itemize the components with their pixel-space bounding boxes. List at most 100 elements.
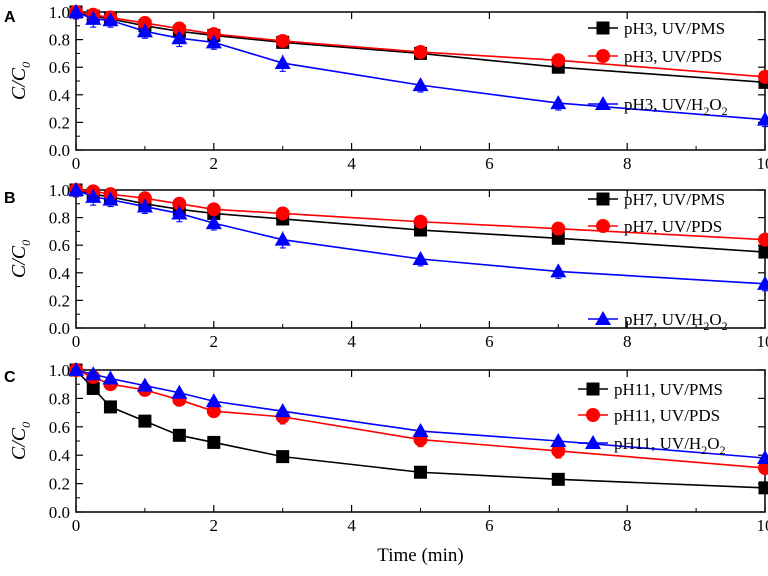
data-point [206, 404, 221, 419]
series-circle [69, 5, 768, 84]
y-tick-label: 0.0 [49, 141, 70, 160]
x-tick-label: 6 [485, 332, 494, 351]
x-tick-label: 6 [485, 516, 494, 535]
legend-label-main: pH3, UV/PMS [624, 19, 725, 38]
y-axis-label-sub: 0 [19, 240, 33, 246]
legend-label-main: pH3, UV/H [624, 95, 703, 114]
data-point [551, 221, 566, 236]
legend-label: pH3, UV/PMS [624, 19, 725, 38]
y-tick-label: 0.2 [49, 291, 70, 310]
legend-label: pH7, UV/PMS [624, 190, 725, 209]
y-tick-label: 1.0 [49, 361, 70, 380]
data-point [550, 263, 567, 278]
data-point [68, 4, 84, 18]
y-axis-label-main: C/C [8, 427, 30, 460]
data-point [551, 231, 565, 245]
x-tick-label: 0 [72, 516, 81, 535]
legend-label: pH3, UV/PDS [624, 47, 722, 66]
data-point [171, 384, 188, 399]
y-tick-label: 0.8 [49, 31, 70, 50]
data-point [85, 366, 102, 381]
data-point [205, 393, 222, 408]
legend-label: pH11, UV/H2O2 [614, 434, 725, 457]
series-line [75, 11, 766, 84]
panel-label: A [4, 9, 16, 26]
legend-label-mid: O [707, 434, 719, 453]
y-axis-label-main: C/C [8, 67, 30, 100]
legend-marker [596, 49, 610, 63]
legend-marker [596, 219, 610, 233]
legend-label-sub: 2 [701, 443, 707, 457]
data-point [274, 55, 291, 70]
data-point [172, 21, 187, 36]
legend-label-sub: 2 [703, 319, 709, 333]
legend-label-main: pH7, UV/PDS [624, 217, 722, 236]
legend-label-mid: O [709, 95, 721, 114]
data-point [102, 12, 119, 27]
data-point [551, 472, 565, 486]
data-point [86, 381, 100, 395]
legend-label-main: pH3, UV/PDS [624, 47, 722, 66]
data-point [68, 362, 84, 376]
panel-label: B [4, 190, 16, 207]
series-line [75, 11, 766, 78]
x-tick-label: 0 [72, 332, 81, 351]
x-tick-label: 4 [347, 154, 356, 173]
legend-label: pH11, UV/PDS [614, 406, 720, 425]
data-point [207, 435, 221, 449]
series-triangle [68, 4, 768, 128]
y-tick-label: 0.4 [49, 264, 71, 283]
data-point [85, 188, 102, 203]
data-point [68, 182, 84, 196]
series-line [75, 189, 766, 285]
data-point [205, 34, 222, 49]
x-tick-label: 8 [623, 332, 632, 351]
y-tick-label: 0.8 [49, 209, 70, 228]
data-point [138, 414, 152, 428]
data-point [412, 77, 429, 92]
data-point [276, 450, 290, 464]
legend-marker [586, 408, 600, 422]
data-point [102, 370, 119, 385]
x-tick-label: 2 [210, 154, 219, 173]
data-point [206, 27, 221, 42]
legend-label-sub: 2 [719, 443, 725, 457]
data-point [550, 95, 567, 110]
panel-label: C [4, 369, 16, 386]
data-point [412, 423, 429, 438]
legend-marker [595, 96, 611, 110]
legend-label-main: pH11, UV/H [614, 434, 701, 453]
data-point [137, 191, 152, 206]
legend-label-main: pH11, UV/PMS [614, 380, 723, 399]
data-point [551, 53, 566, 68]
data-point [757, 111, 768, 126]
y-tick-label: 1.0 [49, 3, 70, 22]
legend-marker [596, 21, 610, 35]
data-point [550, 433, 567, 447]
data-point [275, 206, 290, 221]
x-tick-label: 2 [210, 516, 219, 535]
legend-label: pH11, UV/PMS [614, 380, 723, 399]
y-tick-label: 0.6 [49, 236, 70, 255]
legend-label-sub: 2 [722, 104, 728, 118]
legend-label-sub: 2 [703, 104, 709, 118]
data-point [103, 400, 117, 414]
legend-label-mid: O [709, 310, 721, 329]
y-tick-label: 1.0 [49, 181, 70, 200]
legend-label: pH7, UV/PDS [624, 217, 722, 236]
y-tick-label: 0.2 [49, 475, 70, 494]
data-point [757, 450, 768, 465]
data-point [275, 33, 290, 48]
x-tick-label: 10 [757, 516, 768, 535]
data-point [757, 275, 768, 290]
data-point [413, 45, 428, 60]
y-axis-label: C/C0 [8, 422, 33, 460]
data-point [205, 215, 222, 230]
x-tick-label: 6 [485, 154, 494, 173]
series-triangle [68, 182, 768, 292]
data-point [85, 10, 102, 25]
x-tick-label: 4 [347, 516, 356, 535]
legend-label-main: pH7, UV/PMS [624, 190, 725, 209]
